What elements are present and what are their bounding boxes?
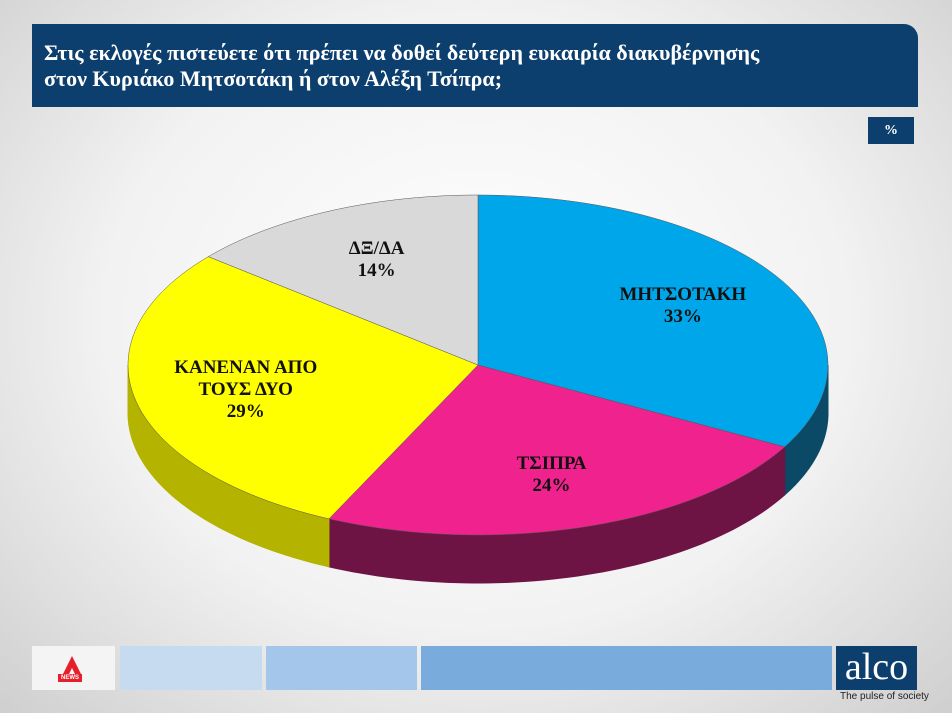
slice xyxy=(328,364,786,536)
category-label: ΜΗΤΣΟΤΑΚΗ xyxy=(619,284,747,306)
footer-bar xyxy=(266,646,417,690)
header: Στις εκλογές πιστεύετε ότι πρέπει να δοθ… xyxy=(32,24,918,107)
title-line: Στις εκλογές πιστεύετε ότι πρέπει να δοθ… xyxy=(44,40,760,65)
title-line: στον Κυριάκο Μητσοτάκη ή στον Αλέξη Τσίπ… xyxy=(44,66,503,91)
slice-label: ΤΣΙΠΡΑ 24% xyxy=(467,453,637,497)
footer-bar xyxy=(120,646,262,690)
footer-bar xyxy=(421,646,832,690)
value-label: 33% xyxy=(663,306,702,328)
value-label: 24% xyxy=(532,474,571,496)
unit-badge: % xyxy=(868,117,914,144)
brand-logo: alco xyxy=(836,646,917,690)
slice xyxy=(477,194,829,448)
value-label: 14% xyxy=(357,260,396,282)
category-label: ΔΞ/ΔΑ xyxy=(348,238,405,260)
category-label: ΤΣΙΠΡΑ xyxy=(516,452,587,474)
tagline: The pulse of society xyxy=(840,691,929,702)
slice xyxy=(127,256,479,520)
slice-label: ΚΑΝΕΝΑΝ ΑΠΟ ΤΟΥΣ ΔΥΟ 29% xyxy=(161,357,331,423)
category-label: ΚΑΝΕΝΑΝ ΑΠΟ ΤΟΥΣ ΔΥΟ xyxy=(174,357,318,401)
slice-label: ΜΗΤΣΟΤΑΚΗ 33% xyxy=(598,284,768,328)
value-label: 29% xyxy=(226,401,265,423)
slice xyxy=(207,194,479,366)
news-logo: NEWS xyxy=(32,646,115,690)
slice-label: ΔΞ/ΔΑ 14% xyxy=(292,238,462,282)
news-icon xyxy=(62,656,82,676)
news-text: NEWS xyxy=(58,674,82,682)
